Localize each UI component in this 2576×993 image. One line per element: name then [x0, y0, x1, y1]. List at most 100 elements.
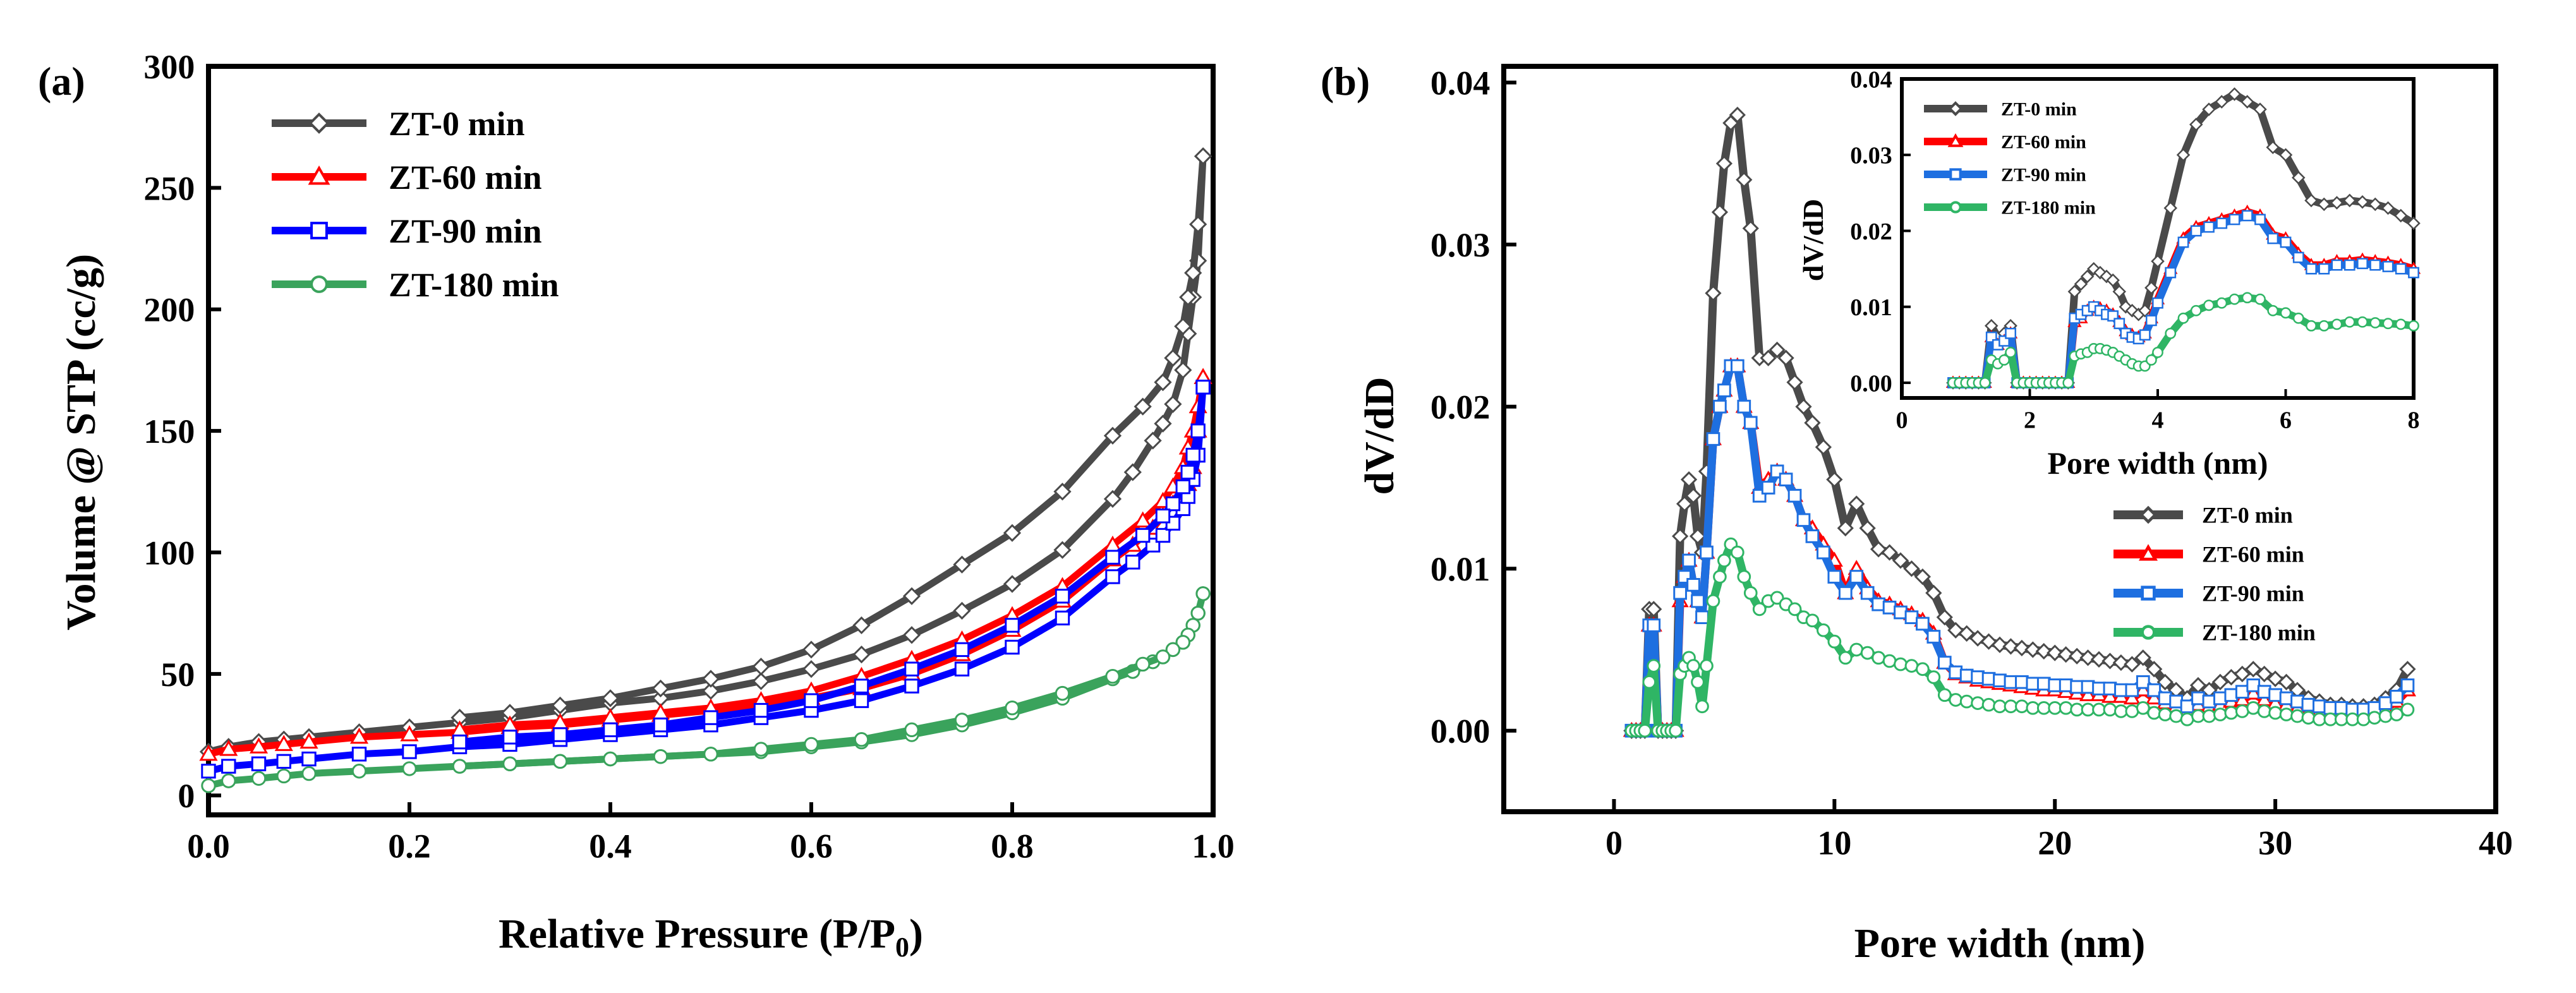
legend-entry: ZT-0 min: [2113, 503, 2293, 528]
data-point: [2301, 697, 2316, 712]
data-point: [1981, 697, 1996, 712]
data-point: [1003, 575, 1022, 593]
data-point: [1715, 155, 1733, 172]
data-point: [2151, 254, 2165, 268]
data-point: [601, 689, 620, 707]
inset-legend: ZT-0 min ZT-60 min ZT-90 min ZT-180 min: [1924, 99, 2096, 219]
data-point: [802, 660, 821, 678]
data-point: [1053, 541, 1072, 559]
data-point: [1055, 685, 1070, 701]
data-point: [854, 693, 869, 708]
data-point: [1916, 662, 1930, 677]
legend-label: ZT-60 min: [2202, 542, 2304, 567]
panel-b-axes: 0 10 20 30 400.000.010.020.030.04: [1430, 64, 2513, 862]
data-point: [1743, 416, 1758, 430]
data-point: [2124, 656, 2141, 673]
data-point: [2355, 195, 2369, 209]
data-point: [2165, 267, 2177, 279]
data-point: [1903, 560, 1920, 577]
data-point: [1959, 694, 1974, 709]
data-point: [2136, 701, 2150, 715]
data-point: [2257, 685, 2271, 699]
data-point: [603, 722, 618, 738]
data-point: [2144, 280, 2158, 295]
data-point: [1742, 220, 1759, 237]
data-point: [552, 727, 568, 742]
data-point: [902, 626, 921, 644]
data-point: [1860, 646, 1875, 660]
data-point: [2279, 691, 2294, 706]
data-point: [1711, 203, 1729, 220]
data-point: [2268, 688, 2282, 702]
data-point: [2244, 684, 2262, 700]
data-point: [1795, 398, 1812, 415]
legend-marker: [2141, 625, 2156, 640]
data-point: [1700, 659, 1714, 673]
data-point: [1849, 642, 1864, 657]
data-point: [1827, 634, 1842, 649]
data-point: [2330, 196, 2344, 210]
inset-ylabel: dV/dD: [1797, 199, 1829, 281]
y-tick-label: 0.00: [1430, 713, 1491, 750]
data-point: [2246, 701, 2261, 715]
data-point: [2213, 691, 2227, 706]
data-point: [2306, 263, 2317, 275]
data-point: [2114, 683, 2128, 697]
data-point: [1194, 147, 1212, 166]
legend-label: ZT-0 min: [2202, 503, 2293, 528]
data-point: [2123, 689, 2141, 705]
data-point: [1195, 380, 1211, 395]
data-point: [1180, 464, 1195, 480]
data-point: [2357, 258, 2368, 270]
y-tick-label: 100: [143, 534, 195, 572]
data-point: [2138, 303, 2152, 318]
data-point: [2267, 304, 2279, 316]
data-point: [1686, 659, 1700, 673]
data-point: [1175, 635, 1191, 650]
data-point: [1737, 570, 1751, 584]
data-point: [1860, 586, 1875, 600]
data-point: [854, 732, 869, 747]
data-point: [1904, 610, 1919, 625]
data-point: [651, 679, 670, 698]
series-zt-0-min: [450, 147, 1212, 727]
data-point: [1144, 431, 1162, 450]
data-point: [1769, 341, 1786, 359]
x-tick-label: 40: [2479, 824, 2513, 862]
data-point: [2323, 701, 2338, 715]
data-point: [2216, 217, 2228, 229]
series-zt-180-min: [1947, 292, 2419, 388]
panel-b-frame: [1501, 64, 2498, 814]
data-point: [502, 756, 517, 771]
data-point: [1695, 610, 1709, 625]
data-point: [2004, 675, 2018, 689]
x-tick-label: 2: [2024, 407, 2036, 434]
panel-label-b: (b): [1321, 59, 1370, 104]
data-point: [2369, 259, 2381, 271]
x-tick-label: 4: [2152, 407, 2164, 434]
data-point: [2408, 320, 2419, 332]
panel-b-legend: ZT-0 min ZT-60 min ZT-90 min ZT-180 min: [2113, 503, 2316, 646]
data-point: [2070, 680, 2084, 694]
data-point: [400, 725, 419, 742]
data-point: [2190, 304, 2202, 316]
data-point: [2306, 320, 2317, 332]
x-tick-label: 0.2: [388, 828, 431, 865]
data-point: [1103, 490, 1122, 508]
data-point: [1817, 545, 1830, 560]
data-point: [2241, 292, 2253, 304]
data-point: [954, 661, 970, 677]
legend-marker: [1949, 201, 1962, 214]
data-point: [1730, 359, 1745, 373]
data-point: [1979, 377, 1991, 388]
data-point: [1949, 665, 1963, 680]
panel-a-legend: ZT-0 min ZT-60 min ZT-90 min ZT-180 min: [272, 105, 559, 304]
data-point: [1055, 589, 1070, 604]
data-point: [2203, 299, 2215, 311]
data-point: [1827, 570, 1842, 584]
x-tick-label: 0: [1605, 824, 1623, 862]
data-point: [2013, 639, 2031, 657]
panel-a-xlabel: Relative Pressure (P/P0): [499, 911, 923, 963]
data-point: [2092, 682, 2106, 695]
data-point: [2152, 346, 2163, 358]
